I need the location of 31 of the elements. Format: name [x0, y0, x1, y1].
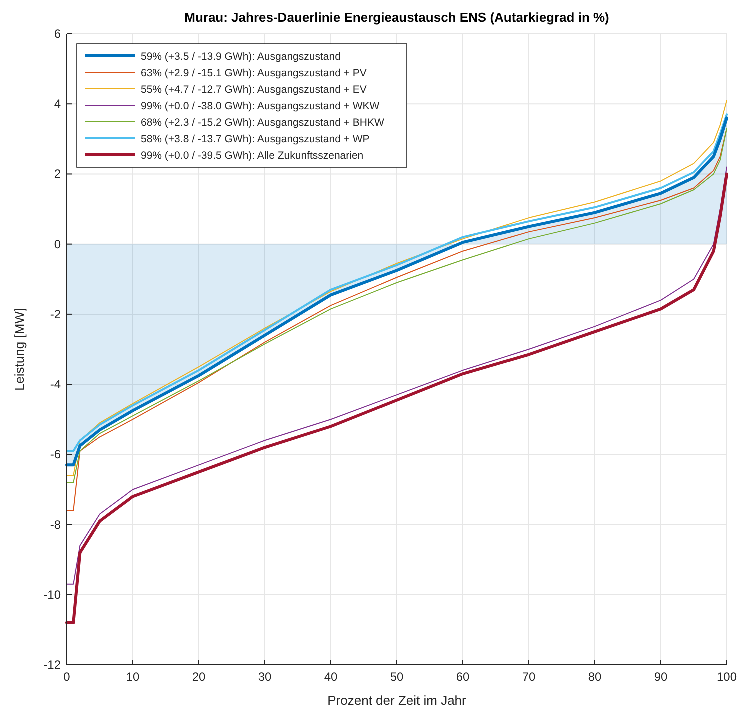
x-tick-label: 70 — [522, 670, 536, 684]
x-tick-label: 10 — [126, 670, 140, 684]
legend-label: 58% (+3.8 / -13.7 GWh): Ausgangszustand + WP — [141, 134, 370, 146]
y-tick-label: -6 — [50, 448, 62, 462]
x-tick-label: 60 — [456, 670, 470, 684]
legend-label: 59% (+3.5 / -13.9 GWh): Ausgangszustand — [141, 51, 342, 63]
legend-label: 99% (+0.0 / -39.5 GWh): Alle Zukunftsszenarien — [141, 150, 364, 162]
y-tick-label: 4 — [54, 97, 62, 112]
y-tick-label: 2 — [54, 167, 62, 182]
x-tick-label: 50 — [390, 670, 404, 684]
x-tick-label: 20 — [192, 670, 206, 684]
y-tick-label: -12 — [44, 658, 62, 672]
y-tick-label: 0 — [54, 237, 62, 252]
y-tick-label: 6 — [54, 27, 62, 41]
x-tick-label: 90 — [654, 670, 668, 684]
chart-title: Murau: Jahres-Dauerlinie Energieaustausch ENS (Autarkiegrad in %) — [184, 10, 610, 25]
y-tick-label: -10 — [44, 588, 62, 602]
legend-label: 99% (+0.0 / -38.0 GWh): Ausgangszustand + WKW — [141, 100, 380, 112]
y-tick-label: -8 — [50, 518, 62, 532]
y-axis-title: Leistung [MW] — [12, 308, 27, 392]
x-tick-label: 100 — [716, 670, 737, 684]
x-axis-title: Prozent der Zeit im Jahr — [328, 693, 468, 708]
x-tick-label: 0 — [64, 670, 71, 684]
x-tick-label: 40 — [324, 670, 338, 684]
legend-label: 68% (+2.3 / -15.2 GWh): Ausgangszustand + BHKW — [141, 117, 384, 129]
legend-label: 63% (+2.9 / -15.1 GWh): Ausgangszustand + PV — [141, 68, 367, 80]
y-tick-label: -4 — [50, 378, 62, 392]
legend-label: 55% (+4.7 / -12.7 GWh): Ausgangszustand + EV — [141, 84, 367, 96]
x-tick-label: 80 — [588, 670, 602, 684]
x-tick-label: 30 — [258, 670, 272, 684]
y-tick-label: -2 — [50, 307, 62, 322]
